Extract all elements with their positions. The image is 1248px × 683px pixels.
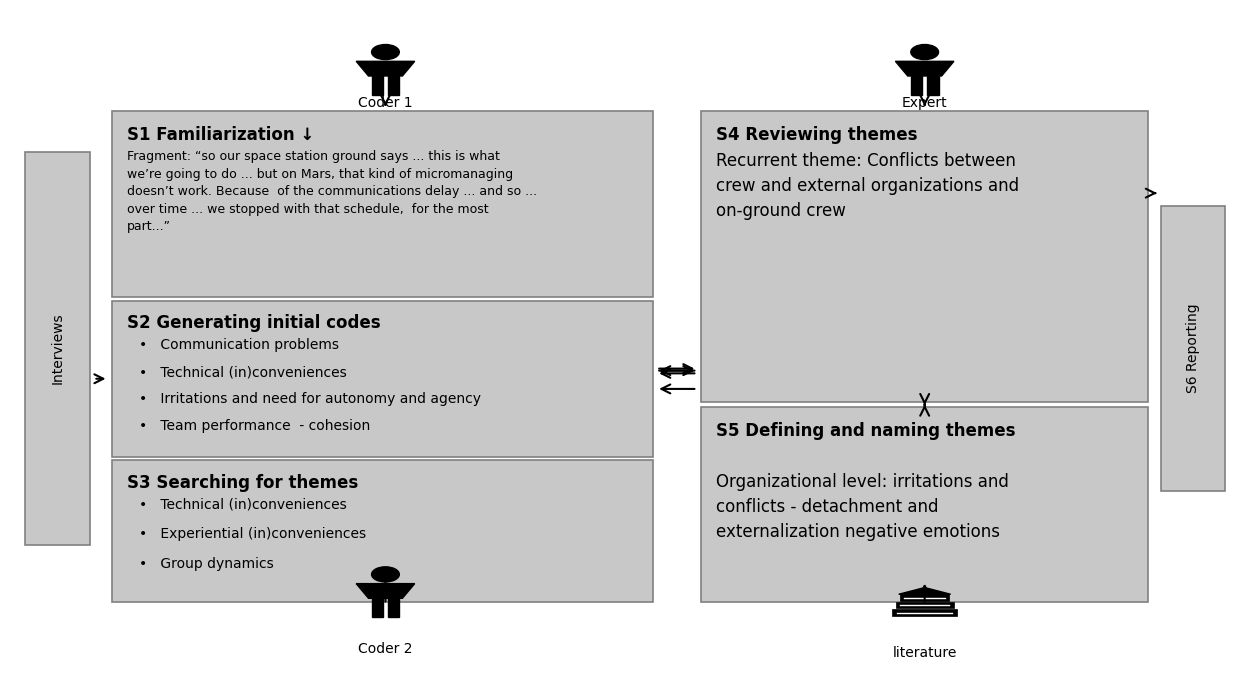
Circle shape: [911, 44, 938, 59]
Text: literature: literature: [892, 646, 957, 660]
Polygon shape: [927, 76, 938, 95]
Text: •   Experiential (in)conveniences: • Experiential (in)conveniences: [140, 527, 367, 541]
Circle shape: [372, 567, 399, 582]
Polygon shape: [372, 598, 383, 617]
Circle shape: [372, 44, 399, 59]
Text: S3 Searching for themes: S3 Searching for themes: [127, 473, 358, 492]
Text: •   Irritations and need for autonomy and agency: • Irritations and need for autonomy and …: [140, 392, 482, 406]
Text: Interviews: Interviews: [50, 312, 65, 384]
Text: •   Technical (in)conveniences: • Technical (in)conveniences: [140, 497, 347, 512]
Text: •   Team performance  - cohesion: • Team performance - cohesion: [140, 419, 371, 434]
Text: Recurrent theme: Conflicts between
crew and external organizations and
on-ground: Recurrent theme: Conflicts between crew …: [716, 152, 1020, 220]
Text: Organizational level: irritations and
conflicts - detachment and
externalization: Organizational level: irritations and co…: [716, 448, 1008, 541]
Polygon shape: [899, 587, 951, 594]
FancyBboxPatch shape: [701, 111, 1148, 402]
Text: Coder 2: Coder 2: [358, 641, 413, 656]
Polygon shape: [356, 61, 414, 76]
FancyBboxPatch shape: [112, 460, 653, 602]
FancyBboxPatch shape: [892, 609, 957, 616]
Text: Expert: Expert: [902, 96, 947, 110]
Polygon shape: [911, 76, 922, 95]
Text: S5 Defining and naming themes: S5 Defining and naming themes: [716, 422, 1016, 440]
Polygon shape: [895, 61, 953, 76]
Polygon shape: [388, 598, 399, 617]
Polygon shape: [356, 583, 414, 598]
Text: S4 Reviewing themes: S4 Reviewing themes: [716, 126, 917, 144]
Text: •   Technical (in)conveniences: • Technical (in)conveniences: [140, 365, 347, 379]
FancyBboxPatch shape: [112, 111, 653, 298]
Text: S2 Generating initial codes: S2 Generating initial codes: [127, 314, 381, 333]
Text: •   Communication problems: • Communication problems: [140, 338, 339, 352]
Text: Fragment: “so our space station ground says ... this is what
we’re going to do .: Fragment: “so our space station ground s…: [127, 150, 537, 234]
FancyBboxPatch shape: [112, 301, 653, 457]
FancyBboxPatch shape: [1161, 206, 1226, 490]
FancyBboxPatch shape: [900, 594, 950, 601]
Text: S6 Reporting: S6 Reporting: [1186, 303, 1201, 393]
FancyBboxPatch shape: [701, 407, 1148, 602]
FancyBboxPatch shape: [25, 152, 90, 545]
Polygon shape: [372, 76, 383, 95]
FancyBboxPatch shape: [896, 602, 953, 609]
Text: •   Group dynamics: • Group dynamics: [140, 557, 275, 571]
Text: S1 Familiarization ↓: S1 Familiarization ↓: [127, 126, 314, 144]
Polygon shape: [388, 76, 399, 95]
Text: Coder 1: Coder 1: [358, 96, 413, 110]
